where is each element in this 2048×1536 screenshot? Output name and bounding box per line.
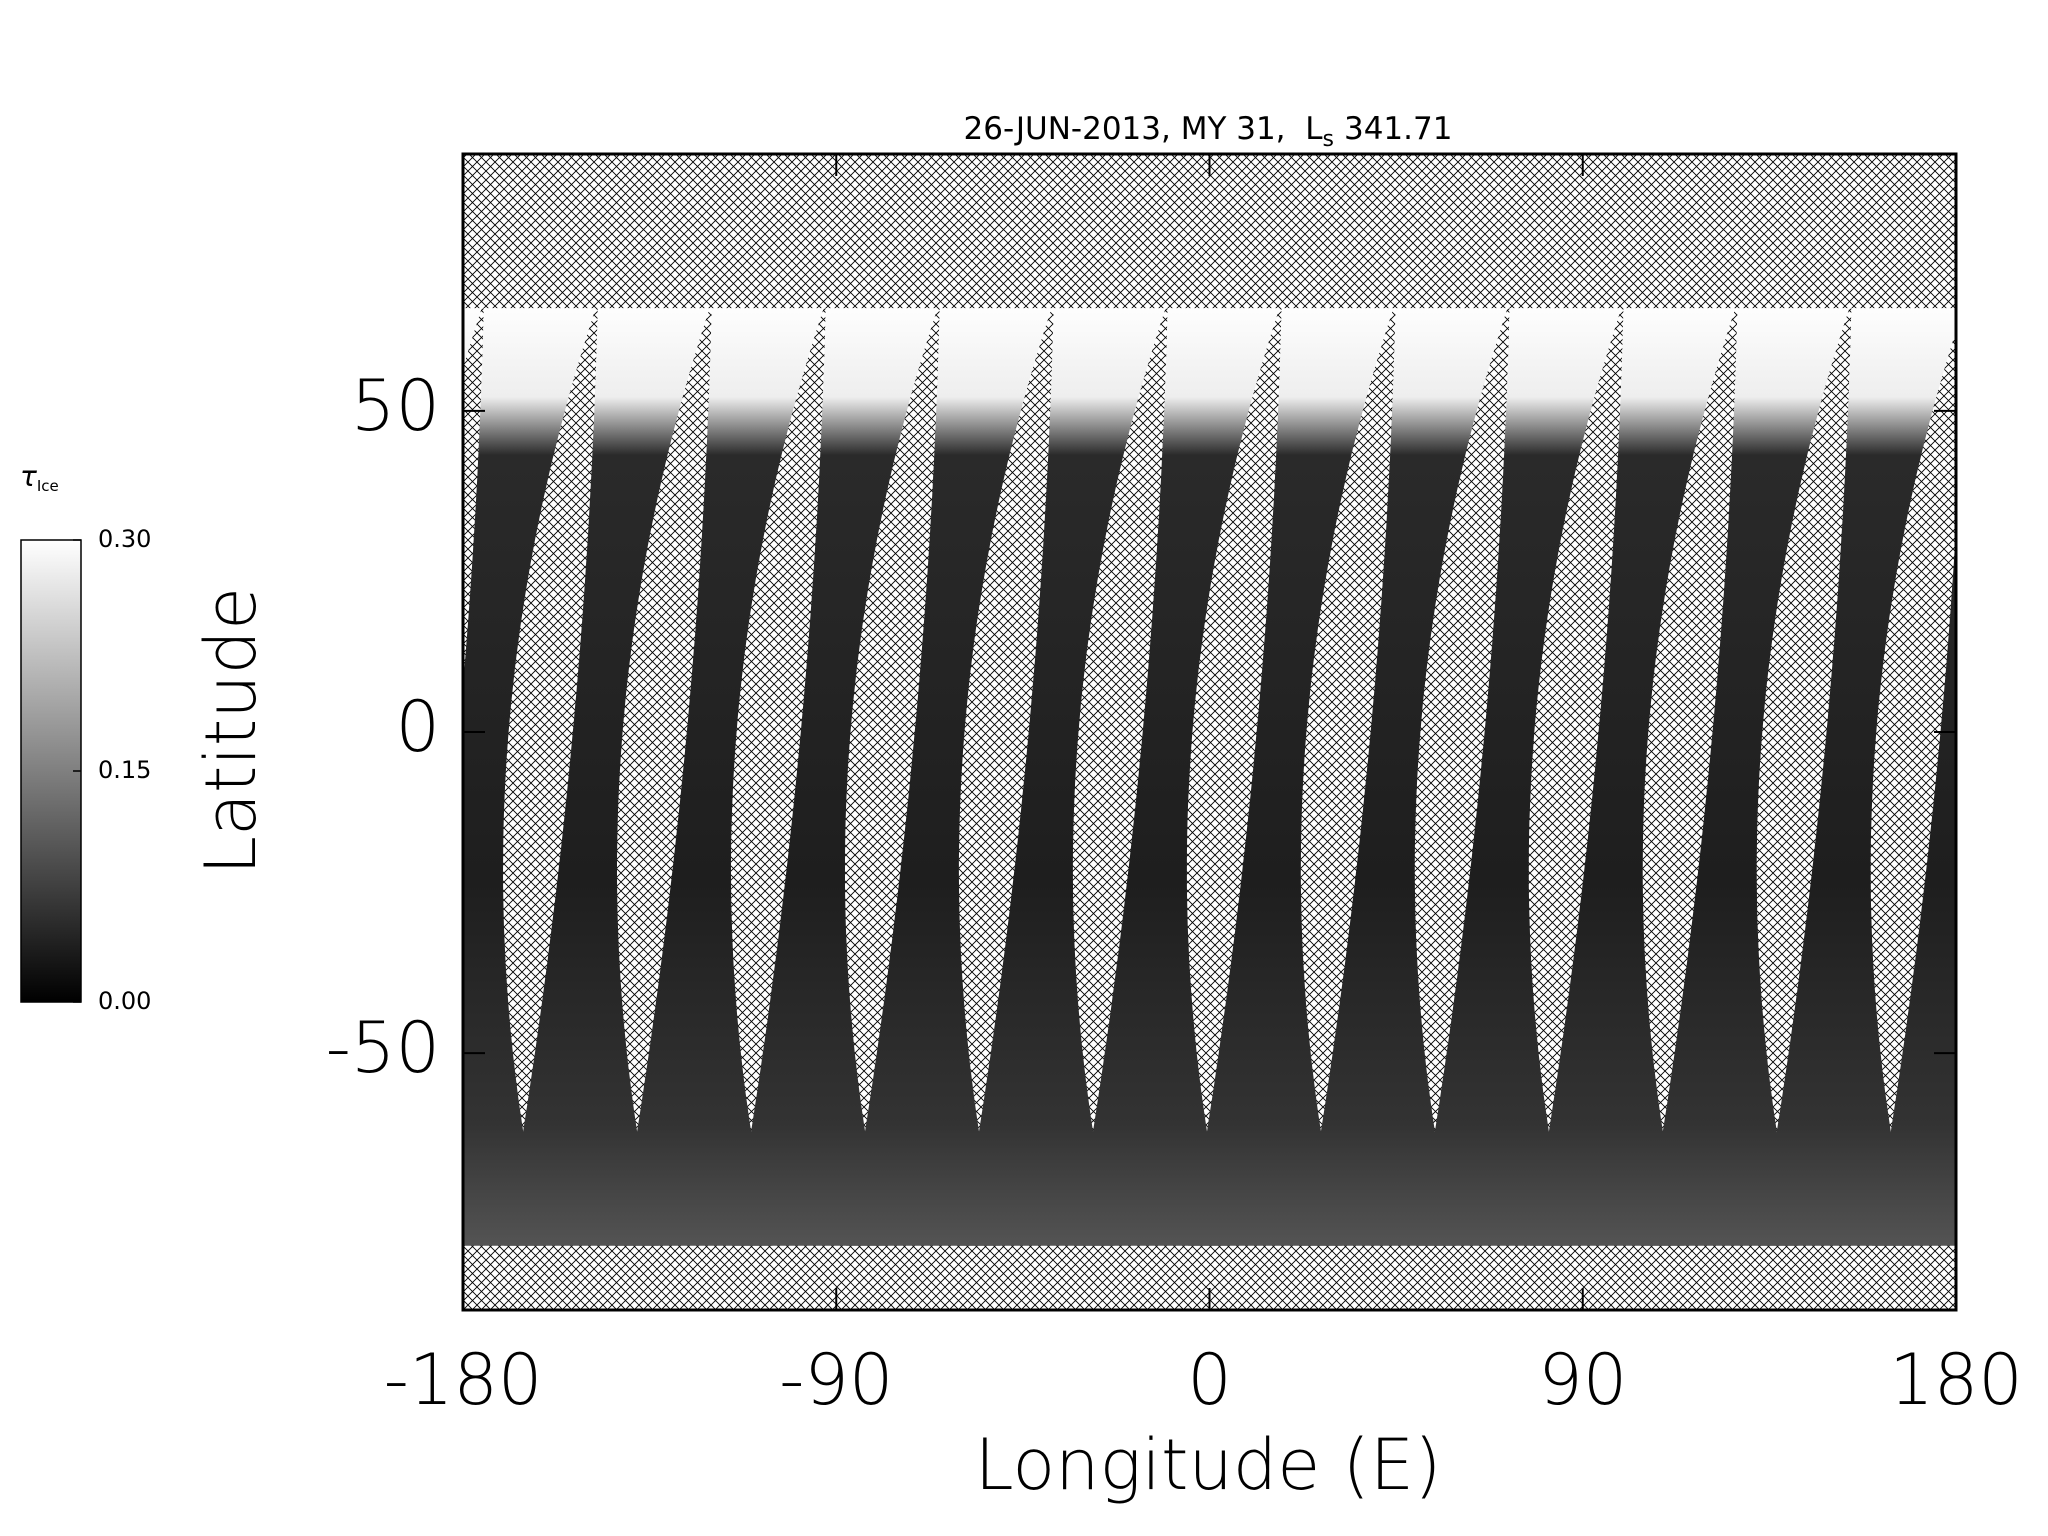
colorbar-symbol: τ xyxy=(20,460,37,493)
swath xyxy=(463,308,482,369)
swath xyxy=(1074,308,1280,1246)
swath xyxy=(463,308,596,1246)
swath xyxy=(1871,528,1956,1246)
title-value: 341.71 xyxy=(1344,111,1452,147)
title-text: 26-JUN-2013, MY 31, L xyxy=(964,111,1324,147)
swath xyxy=(504,308,710,1246)
colorbar-label: τIce xyxy=(20,460,59,495)
swath xyxy=(1416,308,1622,1246)
colorbar-tick-label: 0.30 xyxy=(98,525,151,553)
y-tick-label: -50 xyxy=(326,1007,440,1089)
swath xyxy=(732,308,938,1246)
colorbar-tick-label: 0.15 xyxy=(98,756,151,784)
y-axis-label: Latitude xyxy=(190,587,272,875)
swath xyxy=(1302,308,1508,1246)
swath xyxy=(1757,308,1956,1246)
chart-title: 26-JUN-2013, MY 31, Ls 341.71 xyxy=(964,111,1453,153)
x-tick-label: 90 xyxy=(1538,1339,1627,1421)
title-subscript: s xyxy=(1323,127,1334,152)
swaths xyxy=(463,308,1956,1246)
swath xyxy=(1530,308,1736,1246)
x-tick-label: 180 xyxy=(1889,1339,2023,1421)
colorbar-tick-label: 0.00 xyxy=(98,987,151,1015)
y-tick-label: 0 xyxy=(395,686,440,768)
y-tick-label: 50 xyxy=(351,365,440,447)
swath xyxy=(1643,308,1850,1246)
x-tick-label: -90 xyxy=(779,1339,893,1421)
x-tick-label: -180 xyxy=(384,1339,543,1421)
x-axis-label: Longitude (E) xyxy=(975,1424,1442,1506)
swath xyxy=(846,308,1052,1246)
swath xyxy=(618,308,824,1246)
swath xyxy=(960,308,1166,1246)
swath xyxy=(1188,308,1394,1246)
x-tick-label: 0 xyxy=(1187,1339,1232,1421)
colorbar-subscript: Ice xyxy=(37,477,59,495)
colorbar xyxy=(20,539,82,1003)
